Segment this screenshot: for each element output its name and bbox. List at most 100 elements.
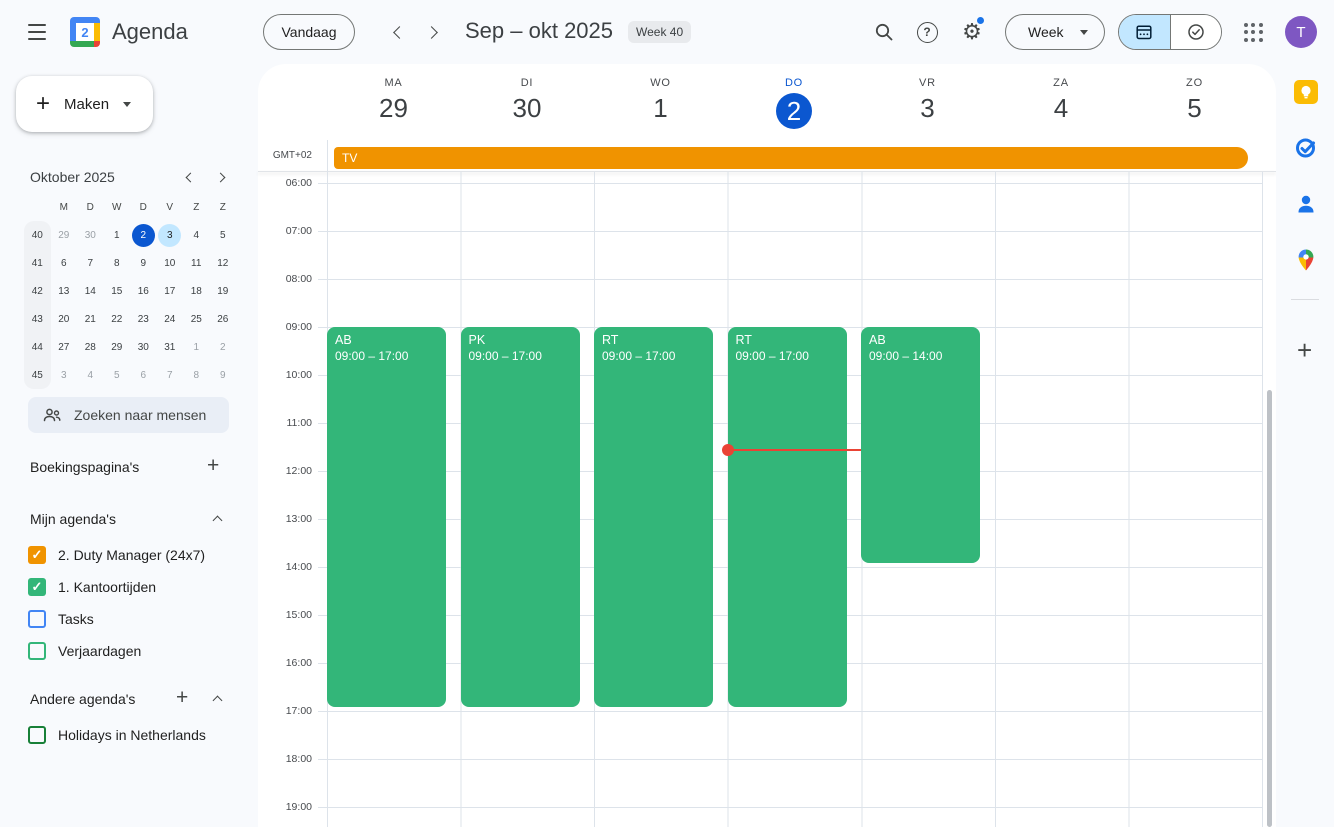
get-add-ons-button[interactable] [1297,337,1312,363]
mini-cal-day[interactable]: 23 [137,313,149,325]
mini-cal-day[interactable]: 22 [111,313,123,325]
calendar-item-holidays-netherlands[interactable]: Holidays in Netherlands [28,719,238,751]
mini-cal-day[interactable]: 30 [137,341,149,353]
side-panel [1276,64,1334,827]
time-label: 15:00 [285,609,312,621]
toggle-tasks-view[interactable] [1170,15,1221,49]
keep-icon[interactable] [1294,80,1318,104]
mini-cal-day[interactable]: 28 [84,341,96,353]
mini-cal-prev-button[interactable] [178,165,202,189]
mini-cal-day[interactable]: 8 [193,369,200,381]
mini-cal-day[interactable]: 30 [84,229,96,241]
calendar-item-verjaardagen[interactable]: Verjaardagen [28,635,238,667]
event-block-do-rt[interactable]: RT 09:00 – 17:00 [727,327,847,707]
contacts-icon[interactable] [1294,192,1318,216]
time-label: 13:00 [285,513,312,525]
mini-cal-day[interactable]: 20 [58,313,70,325]
checkbox-checked[interactable] [28,546,46,564]
main-menu-button[interactable] [17,12,57,52]
day-header-di[interactable]: DI 30 [487,77,567,124]
add-booking-page-button[interactable] [207,455,219,476]
day-header-do-today[interactable]: DO 2 [754,77,834,129]
mini-cal-day[interactable]: 7 [166,369,173,381]
time-label: 17:00 [285,705,312,717]
mini-cal-day[interactable]: 9 [140,257,147,269]
search-people-field[interactable]: Zoeken naar mensen [28,397,229,433]
mini-cal-week-number: 41 [24,249,51,277]
day-header-zo[interactable]: ZO 5 [1155,77,1235,124]
mini-cal-day[interactable]: 19 [217,285,229,297]
day-header-ma[interactable]: MA 29 [354,77,434,124]
mini-cal-day[interactable]: 21 [84,313,96,325]
mini-cal-day[interactable]: 5 [113,369,120,381]
mini-cal-day[interactable]: 14 [84,285,96,297]
mini-cal-day[interactable]: 26 [217,313,229,325]
calendar-item-duty-manager[interactable]: 2. Duty Manager (24x7) [28,539,238,571]
mini-cal-day[interactable]: 5 [219,229,226,241]
day-name: DO [784,77,804,89]
mini-cal-day[interactable]: 17 [164,285,176,297]
mini-cal-day[interactable]: 13 [58,285,70,297]
mini-cal-day[interactable]: 4 [193,229,200,241]
mini-cal-day[interactable]: 25 [190,313,202,325]
mini-cal-day[interactable]: 2 [219,341,226,353]
checkbox-unchecked[interactable] [28,642,46,660]
mini-cal-day[interactable]: 1 [113,229,120,241]
mini-cal-day[interactable]: 9 [219,369,226,381]
search-button[interactable] [864,12,904,52]
day-header-vr[interactable]: VR 3 [888,77,968,124]
google-apps-button[interactable] [1233,12,1273,52]
allday-event-tv[interactable]: TV [334,147,1248,169]
view-selector-dropdown[interactable]: Week [1005,14,1105,50]
event-block-vr-ab[interactable]: AB 09:00 – 14:00 [861,327,980,563]
mini-cal-day[interactable]: 24 [164,313,176,325]
day-header-za[interactable]: ZA 4 [1021,77,1101,124]
mini-cal-day[interactable]: 11 [191,257,202,269]
event-block-ma-ab[interactable]: AB 09:00 – 17:00 [327,327,446,707]
week-number-badge: Week 40 [628,21,692,43]
mini-cal-day[interactable]: 3 [60,369,67,381]
checkbox-unchecked[interactable] [28,610,46,628]
day-header-wo[interactable]: WO 1 [621,77,701,124]
create-button[interactable]: Maken [16,76,153,132]
tasks-icon[interactable] [1294,136,1318,160]
event-time: 09:00 – 17:00 [602,349,676,363]
today-button[interactable]: Vandaag [263,14,355,50]
settings-button[interactable]: ⚙ [952,12,992,52]
mini-cal-day[interactable]: 18 [190,285,202,297]
mini-cal-day[interactable]: 1 [193,341,200,353]
avatar-letter: T [1296,23,1306,41]
mini-cal-day[interactable]: 15 [111,285,123,297]
mini-cal-day[interactable]: 10 [164,257,176,269]
mini-cal-day[interactable]: 16 [137,285,149,297]
mini-cal-day[interactable]: 12 [217,257,229,269]
toggle-calendar-view[interactable] [1119,15,1171,49]
calendar-item-tasks[interactable]: Tasks [28,603,238,635]
plus-icon [36,92,50,116]
mini-cal-next-button[interactable] [208,165,232,189]
mini-cal-day[interactable]: 31 [164,341,176,353]
mini-cal-day[interactable]: 8 [113,257,120,269]
mini-cal-day-selected[interactable]: 3 [158,223,182,247]
mini-cal-day[interactable]: 7 [87,257,94,269]
my-calendars-collapse-button[interactable] [203,505,231,533]
mini-cal-day-today[interactable]: 2 [131,223,155,247]
mini-cal-day[interactable]: 6 [60,257,67,269]
event-block-wo-rt[interactable]: RT 09:00 – 17:00 [594,327,713,707]
add-other-calendar-button[interactable] [176,687,188,708]
mini-cal-day[interactable]: 6 [140,369,147,381]
vertical-scrollbar[interactable] [1267,390,1272,827]
other-calendars-collapse-button[interactable] [203,685,231,713]
maps-icon[interactable] [1294,248,1318,272]
mini-cal-day[interactable]: 27 [58,341,70,353]
help-button[interactable] [907,12,947,52]
event-block-di-pk[interactable]: PK 09:00 – 17:00 [460,327,580,707]
checkbox-unchecked[interactable] [28,726,46,744]
checkbox-checked[interactable] [28,578,46,596]
calendar-item-kantoortijden[interactable]: 1. Kantoortijden [28,571,238,603]
mini-cal-day[interactable]: 4 [87,369,94,381]
mini-cal-day[interactable]: 29 [111,341,123,353]
account-avatar[interactable]: T [1285,16,1317,48]
mini-cal-day[interactable]: 29 [58,229,70,241]
next-week-button[interactable] [411,12,451,52]
